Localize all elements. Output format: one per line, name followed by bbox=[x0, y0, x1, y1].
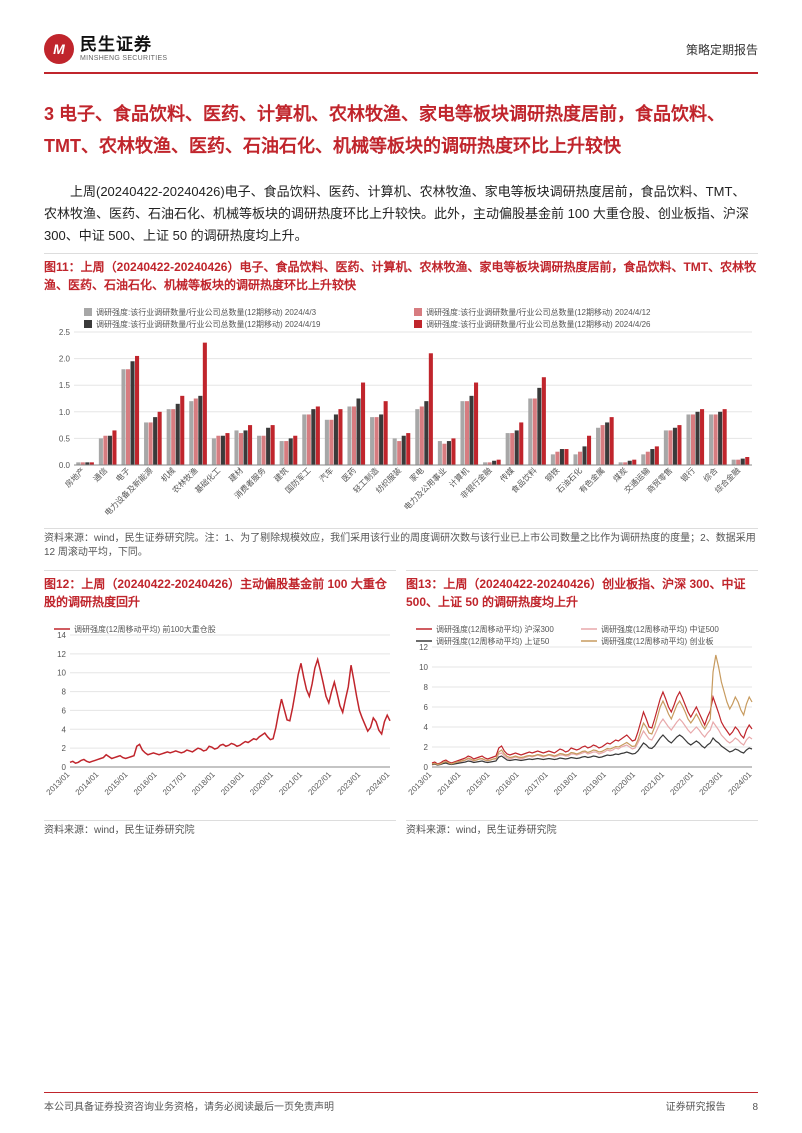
svg-text:钢铁: 钢铁 bbox=[543, 465, 561, 483]
svg-text:10: 10 bbox=[419, 663, 428, 672]
svg-text:2015/01: 2015/01 bbox=[465, 770, 492, 797]
svg-text:调研强度:该行业调研数量/行业公司总数量(12期移动) 20: 调研强度:该行业调研数量/行业公司总数量(12期移动) 2024/4/3 bbox=[96, 307, 317, 317]
svg-text:调研强度:该行业调研数量/行业公司总数量(12期移动) 20: 调研强度:该行业调研数量/行业公司总数量(12期移动) 2024/4/12 bbox=[426, 307, 651, 317]
svg-text:调研强度(12周移动平均) 前100大重仓股: 调研强度(12周移动平均) 前100大重仓股 bbox=[74, 624, 216, 634]
svg-text:6: 6 bbox=[424, 703, 429, 712]
svg-text:2022/01: 2022/01 bbox=[306, 770, 333, 797]
svg-text:12: 12 bbox=[419, 643, 428, 652]
company-logo: M 民生证券 MINSHENG SECURITIES bbox=[44, 34, 167, 64]
fig12-chart: 调研强度(12周移动平均) 前100大重仓股024681012142013/01… bbox=[44, 615, 396, 821]
svg-text:0.0: 0.0 bbox=[59, 461, 71, 470]
svg-text:4: 4 bbox=[62, 725, 67, 734]
svg-text:2019/01: 2019/01 bbox=[219, 770, 246, 797]
svg-text:2.0: 2.0 bbox=[59, 355, 71, 364]
fig12-title: 图12：上周（20240422-20240426）主动偏股基金前 100 大重仓… bbox=[44, 570, 396, 615]
svg-text:2022/01: 2022/01 bbox=[668, 770, 695, 797]
svg-text:1.0: 1.0 bbox=[59, 408, 71, 417]
svg-text:机械: 机械 bbox=[159, 465, 177, 483]
svg-text:调研强度(12周移动平均) 沪深300: 调研强度(12周移动平均) 沪深300 bbox=[436, 624, 554, 634]
fig11-title: 图11：上周（20240422-20240426）电子、食品饮料、医药、计算机、… bbox=[44, 253, 758, 298]
svg-text:2021/01: 2021/01 bbox=[277, 770, 304, 797]
fig11-chart: 调研强度:该行业调研数量/行业公司总数量(12期移动) 2024/4/3 调研强度… bbox=[44, 298, 758, 529]
svg-text:综合: 综合 bbox=[701, 465, 719, 483]
svg-text:12: 12 bbox=[57, 650, 66, 659]
svg-text:4: 4 bbox=[424, 723, 429, 732]
svg-text:2020/01: 2020/01 bbox=[610, 770, 637, 797]
svg-text:调研强度(12周移动平均) 创业板: 调研强度(12周移动平均) 创业板 bbox=[601, 636, 713, 646]
page-header: M 民生证券 MINSHENG SECURITIES 策略定期报告 bbox=[44, 34, 758, 64]
fig13-chart: 调研强度(12周移动平均) 沪深300 调研强度(12周移动平均) 中证500 调研… bbox=[406, 615, 758, 821]
svg-text:医药: 医药 bbox=[340, 465, 358, 483]
svg-text:2016/01: 2016/01 bbox=[132, 770, 159, 797]
svg-text:2017/01: 2017/01 bbox=[523, 770, 550, 797]
svg-text:1.5: 1.5 bbox=[59, 381, 71, 390]
svg-text:2024/01: 2024/01 bbox=[727, 770, 754, 797]
page-footer: 本公司具备证券投资咨询业务资格，请务必阅读最后一页免责声明 证券研究报告 8 bbox=[44, 1098, 758, 1113]
svg-text:2023/01: 2023/01 bbox=[336, 770, 363, 797]
svg-text:2013/01: 2013/01 bbox=[407, 770, 434, 797]
svg-text:建筑: 建筑 bbox=[272, 465, 290, 483]
report-type-label: 策略定期报告 bbox=[686, 41, 758, 58]
svg-text:2023/01: 2023/01 bbox=[698, 770, 725, 797]
svg-text:2014/01: 2014/01 bbox=[74, 770, 101, 797]
svg-text:2: 2 bbox=[62, 744, 67, 753]
svg-text:调研强度:该行业调研数量/行业公司总数量(12期移动) 20: 调研强度:该行业调研数量/行业公司总数量(12期移动) 2024/4/19 bbox=[96, 319, 321, 329]
section-body: 上周(20240422-20240426)电子、食品饮料、医药、计算机、农林牧渔… bbox=[44, 181, 758, 247]
section-title: 3 电子、食品饮料、医药、计算机、农林牧渔、家电等板块调研热度居前，食品饮料、T… bbox=[44, 98, 758, 163]
svg-text:2018/01: 2018/01 bbox=[190, 770, 217, 797]
page-number: 8 bbox=[752, 1102, 758, 1113]
logo-text-cn: 民生证券 bbox=[80, 36, 167, 53]
header-divider bbox=[44, 72, 758, 74]
svg-text:2: 2 bbox=[424, 743, 429, 752]
svg-text:汽车: 汽车 bbox=[317, 465, 335, 483]
svg-text:14: 14 bbox=[57, 631, 66, 640]
svg-text:通信: 通信 bbox=[91, 465, 109, 483]
svg-text:建材: 建材 bbox=[227, 465, 245, 483]
svg-text:调研强度(12周移动平均) 上证50: 调研强度(12周移动平均) 上证50 bbox=[436, 636, 550, 646]
fig11-source: 资料来源：wind，民生证券研究院。注：1、为了剔除规模效应，我们采用该行业的周… bbox=[44, 529, 758, 570]
svg-text:8: 8 bbox=[62, 688, 67, 697]
svg-text:调研强度:该行业调研数量/行业公司总数量(12期移动) 20: 调研强度:该行业调研数量/行业公司总数量(12期移动) 2024/4/26 bbox=[426, 319, 651, 329]
svg-text:家电: 家电 bbox=[407, 465, 425, 483]
svg-text:2015/01: 2015/01 bbox=[103, 770, 130, 797]
footer-disclaimer: 本公司具备证券投资咨询业务资格，请务必阅读最后一页免责声明 bbox=[44, 1098, 334, 1113]
svg-text:2021/01: 2021/01 bbox=[639, 770, 666, 797]
logo-mark-icon: M bbox=[44, 34, 74, 64]
svg-text:调研强度(12周移动平均) 中证500: 调研强度(12周移动平均) 中证500 bbox=[601, 624, 719, 634]
footer-divider bbox=[44, 1092, 758, 1094]
fig12-source: 资料来源：wind，民生证券研究院 bbox=[44, 821, 396, 848]
svg-text:6: 6 bbox=[62, 706, 67, 715]
svg-text:煤炭: 煤炭 bbox=[611, 465, 629, 483]
svg-text:2017/01: 2017/01 bbox=[161, 770, 188, 797]
svg-text:10: 10 bbox=[57, 669, 66, 678]
svg-text:2.5: 2.5 bbox=[59, 328, 71, 337]
svg-text:2019/01: 2019/01 bbox=[581, 770, 608, 797]
svg-text:2016/01: 2016/01 bbox=[494, 770, 521, 797]
svg-text:传媒: 传媒 bbox=[498, 465, 516, 483]
svg-text:电子: 电子 bbox=[114, 465, 132, 483]
logo-text-en: MINSHENG SECURITIES bbox=[80, 55, 167, 62]
svg-text:8: 8 bbox=[424, 683, 429, 692]
footer-report-label: 证券研究报告 bbox=[666, 1102, 726, 1113]
svg-text:2014/01: 2014/01 bbox=[436, 770, 463, 797]
svg-text:2020/01: 2020/01 bbox=[248, 770, 275, 797]
svg-text:银行: 银行 bbox=[679, 465, 697, 483]
svg-text:2024/01: 2024/01 bbox=[365, 770, 392, 797]
svg-text:2018/01: 2018/01 bbox=[552, 770, 579, 797]
svg-text:0.5: 0.5 bbox=[59, 434, 71, 443]
fig13-source: 资料来源：wind，民生证券研究院 bbox=[406, 821, 758, 848]
svg-text:2013/01: 2013/01 bbox=[45, 770, 72, 797]
fig13-title: 图13：上周（20240422-20240426）创业板指、沪深 300、中证 … bbox=[406, 570, 758, 615]
